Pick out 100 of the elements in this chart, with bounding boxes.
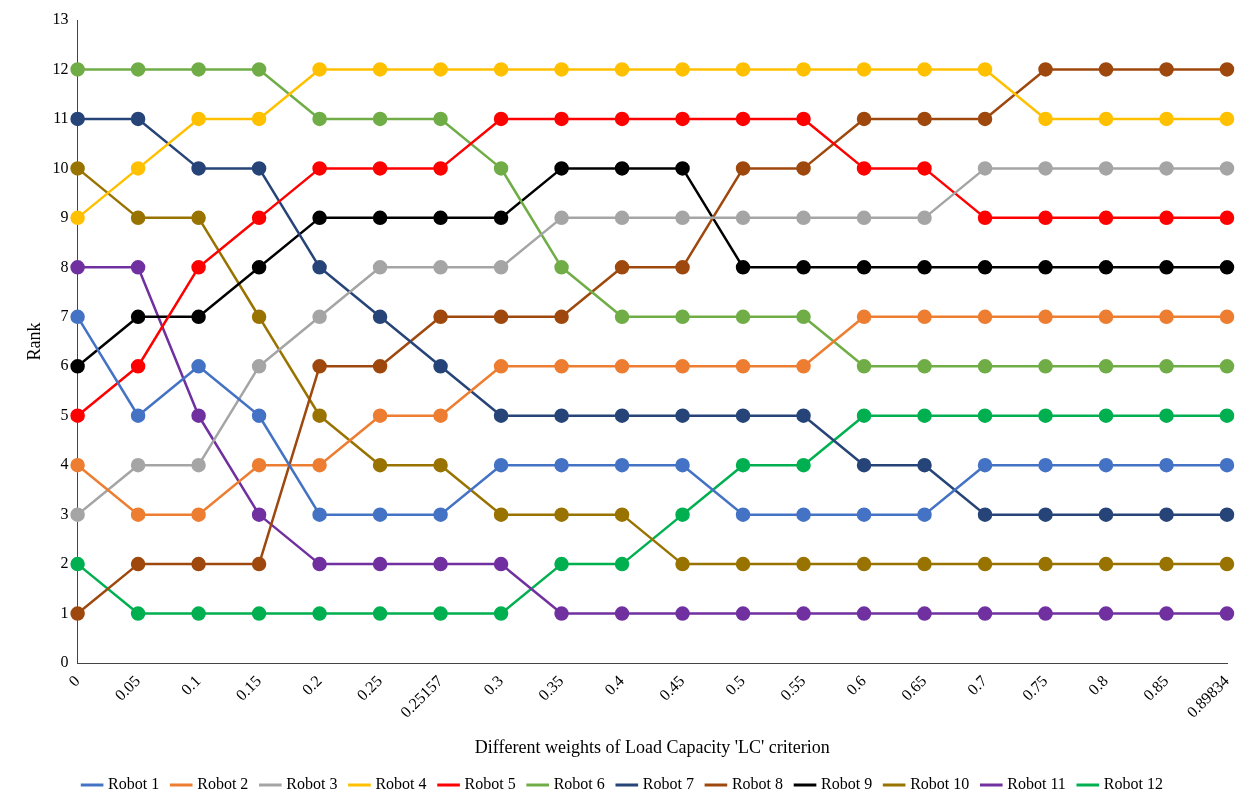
point <box>796 408 811 423</box>
point <box>433 210 448 226</box>
point <box>977 161 993 176</box>
point <box>251 210 267 226</box>
point <box>675 161 690 176</box>
point <box>675 260 690 275</box>
point <box>614 507 630 522</box>
point <box>675 507 690 522</box>
point <box>1219 359 1235 374</box>
x-tick-label: 0.7 <box>963 671 991 699</box>
point <box>1038 62 1053 77</box>
point <box>675 556 690 572</box>
point <box>372 62 388 77</box>
point <box>675 111 690 127</box>
point <box>977 507 993 522</box>
point <box>856 62 872 77</box>
point <box>675 62 690 77</box>
point <box>917 309 932 325</box>
legend-label: Robot 8 <box>731 775 784 793</box>
y-tick-label: 2 <box>60 554 69 572</box>
point <box>735 62 751 77</box>
point <box>977 606 993 621</box>
point <box>312 507 327 522</box>
point <box>1159 309 1174 325</box>
point <box>312 408 327 423</box>
point <box>493 111 509 127</box>
point <box>735 359 751 374</box>
point <box>191 309 206 325</box>
x-tick-label: 0.4 <box>600 671 628 699</box>
point <box>130 556 146 572</box>
point <box>977 556 993 572</box>
point <box>977 457 993 473</box>
point <box>917 556 932 572</box>
point <box>1219 210 1235 226</box>
point <box>251 161 267 176</box>
point <box>1098 260 1114 275</box>
point <box>856 507 872 522</box>
point <box>312 457 327 473</box>
point <box>70 161 85 176</box>
point <box>1038 161 1053 176</box>
point <box>493 556 509 572</box>
point <box>1038 359 1053 374</box>
point <box>614 111 630 127</box>
point <box>735 457 751 473</box>
point <box>1219 260 1235 275</box>
x-tick-label: 0.55 <box>776 671 809 704</box>
point <box>130 507 146 522</box>
point <box>130 210 146 226</box>
point <box>312 556 327 572</box>
point <box>554 457 569 473</box>
point <box>312 111 327 127</box>
point <box>1159 457 1174 473</box>
point <box>312 606 327 621</box>
point <box>130 309 146 325</box>
point <box>1159 111 1174 127</box>
point <box>251 556 267 572</box>
point <box>191 507 206 522</box>
point <box>433 359 448 374</box>
legend-label: Robot 9 <box>821 775 873 793</box>
point <box>251 309 267 325</box>
point <box>191 210 206 226</box>
point <box>675 408 690 423</box>
point <box>372 556 388 572</box>
point <box>372 359 388 374</box>
point <box>1038 309 1053 325</box>
x-tick-label: 0.2 <box>298 671 325 699</box>
point <box>70 606 85 621</box>
point <box>796 62 811 77</box>
point <box>796 359 811 374</box>
point <box>433 457 448 473</box>
point <box>130 408 146 423</box>
point <box>251 457 267 473</box>
point <box>70 408 85 423</box>
point <box>917 111 932 127</box>
point <box>493 457 509 473</box>
point <box>493 408 509 423</box>
point <box>191 161 206 176</box>
x-tick-label: 0.6 <box>842 671 870 699</box>
point <box>1219 606 1235 621</box>
point <box>130 606 146 621</box>
point <box>856 210 872 226</box>
point <box>191 62 206 77</box>
point <box>1219 62 1235 77</box>
point <box>735 408 751 423</box>
point <box>977 408 993 423</box>
point <box>1098 62 1114 77</box>
point <box>796 457 811 473</box>
point <box>493 309 509 325</box>
point <box>735 556 751 572</box>
point <box>312 161 327 176</box>
x-tick-label: 0.15 <box>232 671 265 704</box>
point <box>856 408 872 423</box>
point <box>70 62 85 77</box>
point <box>372 111 388 127</box>
point <box>251 260 267 275</box>
point <box>614 62 630 77</box>
point <box>372 457 388 473</box>
point <box>856 457 872 473</box>
point <box>312 260 327 275</box>
point <box>554 260 569 275</box>
